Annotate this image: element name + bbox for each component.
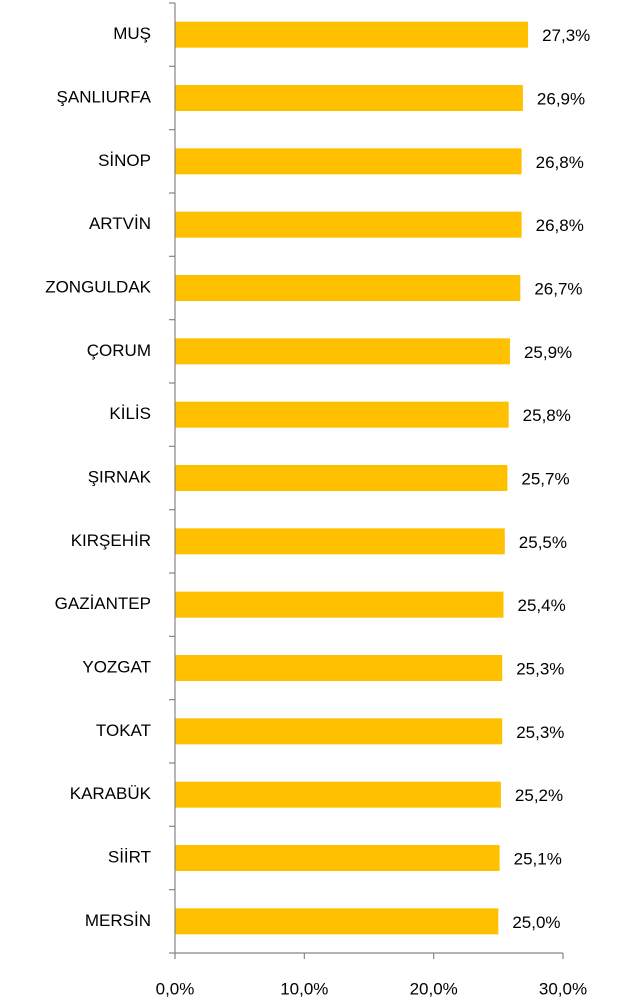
x-tick-label: 30,0%	[539, 979, 587, 998]
y-tick-label: SİNOP	[98, 151, 151, 170]
y-tick-label: MERSİN	[85, 911, 151, 930]
bar	[175, 338, 510, 365]
value-label: 26,8%	[536, 216, 584, 235]
value-label: 25,4%	[518, 596, 566, 615]
bar	[175, 845, 500, 871]
bar	[175, 211, 522, 238]
value-label: 25,7%	[521, 469, 569, 488]
value-label: 27,3%	[542, 26, 590, 45]
y-tick-label: SİİRT	[108, 847, 151, 866]
x-tick-label: 10,0%	[280, 979, 328, 998]
bar	[175, 781, 501, 808]
y-tick-label: YOZGAT	[82, 657, 151, 676]
value-label: 25,9%	[524, 343, 572, 362]
bar	[175, 275, 521, 301]
y-tick-label: GAZİANTEP	[55, 594, 151, 613]
value-label: 26,9%	[537, 89, 585, 108]
value-label: 25,1%	[514, 849, 562, 868]
value-label: 25,0%	[512, 913, 560, 932]
y-tick-label: ZONGULDAK	[45, 277, 151, 296]
bar	[175, 908, 499, 935]
x-tick-label: 20,0%	[410, 979, 458, 998]
x-tick-label: 0,0%	[156, 979, 195, 998]
bar	[175, 528, 505, 555]
y-tick-label: TOKAT	[96, 721, 151, 740]
bar	[175, 465, 508, 491]
value-label: 26,8%	[536, 153, 584, 172]
bar	[175, 401, 509, 428]
y-tick-label: ŞANLIURFA	[57, 87, 152, 106]
y-tick-label: KİLİS	[109, 404, 151, 423]
y-tick-label: ARTVİN	[89, 214, 151, 233]
value-label: 25,2%	[515, 786, 563, 805]
y-tick-label: KARABÜK	[70, 784, 152, 803]
bar	[175, 591, 504, 618]
y-tick-label: KIRŞEHİR	[71, 531, 151, 550]
value-label: 26,7%	[534, 279, 582, 298]
bar	[175, 21, 529, 48]
bar	[175, 718, 503, 745]
bar	[175, 85, 523, 111]
value-label: 25,3%	[516, 723, 564, 742]
y-tick-label: ŞIRNAK	[88, 467, 152, 486]
bar	[175, 148, 522, 175]
bar	[175, 655, 503, 681]
value-label: 25,5%	[519, 533, 567, 552]
value-label: 25,3%	[516, 659, 564, 678]
y-tick-label: ÇORUM	[87, 341, 151, 360]
value-label: 25,8%	[523, 406, 571, 425]
y-tick-label: MUŞ	[113, 24, 151, 43]
